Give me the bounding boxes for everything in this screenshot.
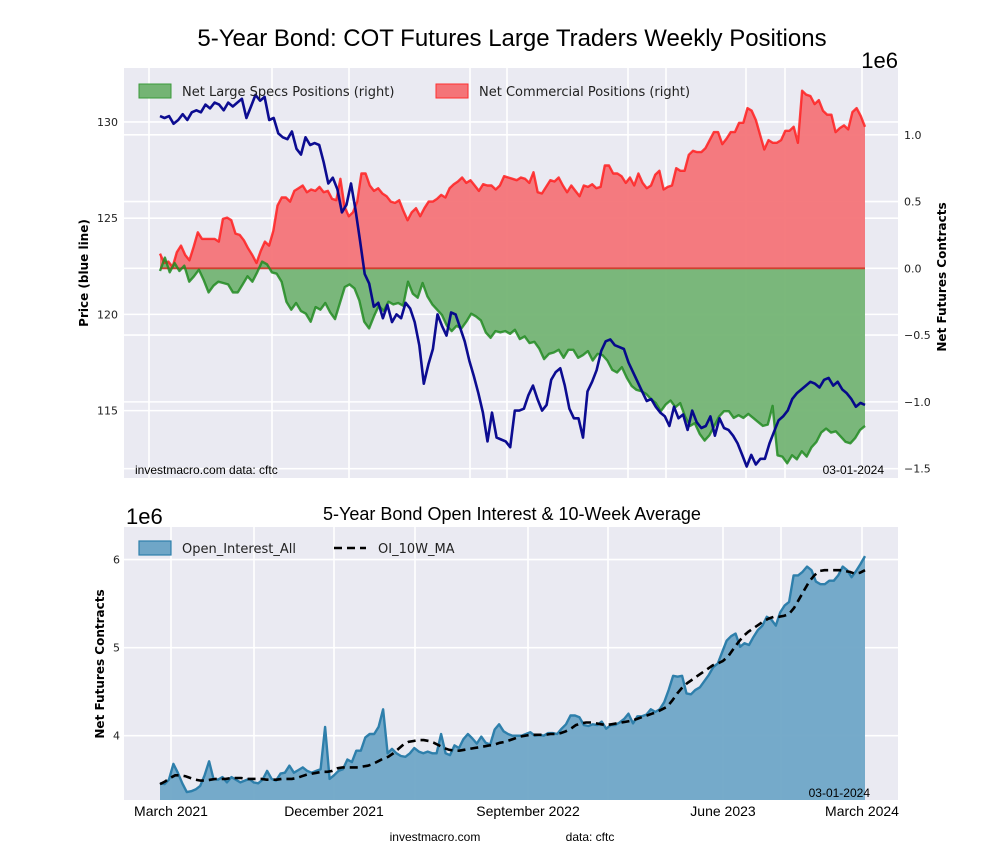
footer-data: data: cftc [566,830,615,844]
bottom-area-fill [160,556,865,800]
top-chart-title: 5-Year Bond: COT Futures Large Traders W… [197,25,826,52]
top-right-tick-label: −0.5 [904,329,931,342]
top-left-tick-label: 115 [97,405,118,418]
top-left-tick-label: 120 [97,308,118,321]
top-right-tick-label: 1.0 [904,129,922,142]
top-left-tick-label: 130 [97,116,118,129]
bottom-y-tick-label: 6 [113,554,120,567]
legend-label-commercial: Net Commercial Positions (right) [479,85,690,100]
area-net-large-specs [160,257,865,464]
footer-source: investmacro.com [390,830,481,844]
legend-label-open-interest: Open_Interest_All [182,542,296,557]
bottom-legend: Open_Interest_All OI_10W_MA [138,540,455,557]
line-price [159,93,866,468]
legend-label-ma: OI_10W_MA [378,542,455,557]
bottom-series-lines [159,555,867,794]
legend-swatch-open-interest [138,540,172,556]
top-right-axis-label: Net Futures Contracts [935,202,949,351]
bottom-y-axis-label: Net Futures Contracts [93,589,107,738]
bottom-x-tick-label: March 2021 [134,803,208,819]
top-left-ticks: 115 120 125 130 [97,116,118,418]
bottom-x-ticks: March 2021 December 2021 September 2022 Jun… [134,803,899,819]
top-series-lines [158,89,867,468]
legend-label-specs: Net Large Specs Positions (right) [182,85,394,100]
bottom-x-tick-label: March 2024 [825,803,899,819]
area-open-interest [160,556,865,800]
bottom-x-tick-label: June 2023 [690,803,756,819]
bottom-y-multiplier: 1e6 [126,504,163,529]
bottom-y-ticks: 4 5 6 [113,554,120,743]
top-left-axis-label: Price (blue line) [77,219,91,327]
line-net-commercial [158,89,867,269]
top-right-tick-label: −1.5 [904,463,931,476]
bottom-date-note: 03-01-2024 [809,786,871,800]
legend-swatch-specs [138,83,172,99]
top-right-multiplier: 1e6 [861,48,898,73]
top-right-tick-label: 0.0 [904,262,922,275]
top-left-tick-label: 125 [97,212,118,225]
bottom-x-tick-label: September 2022 [476,803,580,819]
top-legend: Net Large Specs Positions (right) Net Co… [138,83,690,100]
top-date-note: 03-01-2024 [823,463,885,477]
bottom-x-tick-label: December 2021 [284,803,384,819]
top-right-tick-label: −1.0 [904,396,931,409]
top-right-tick-label: 0.5 [904,196,922,209]
bottom-chart-title: 5-Year Bond Open Interest & 10-Week Aver… [323,504,701,524]
bottom-y-tick-label: 4 [113,730,120,743]
bottom-y-tick-label: 5 [113,642,120,655]
line-net-large-specs [158,256,866,465]
top-source-note: investmacro.com data: cftc [135,463,278,477]
top-right-ticks: −1.5 −1.0 −0.5 0.0 0.5 1.0 [904,129,931,476]
line-oi-10w-ma [159,568,866,786]
legend-swatch-commercial [435,83,469,99]
